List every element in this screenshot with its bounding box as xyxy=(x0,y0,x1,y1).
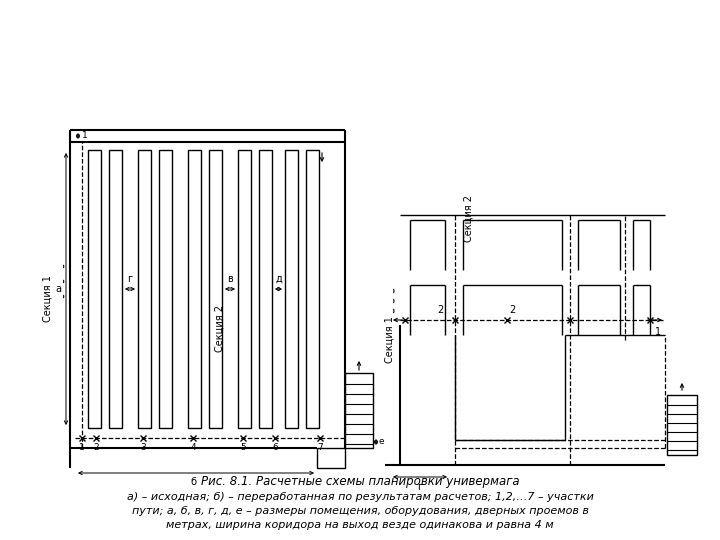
Text: а: а xyxy=(55,284,61,294)
Text: Рис. 8.1. Расчетные схемы планировки универмага: Рис. 8.1. Расчетные схемы планировки уни… xyxy=(201,476,519,489)
Bar xyxy=(285,150,298,428)
Text: г: г xyxy=(127,274,132,284)
Bar xyxy=(109,150,122,428)
Text: 2: 2 xyxy=(509,305,515,315)
Text: 1: 1 xyxy=(655,327,661,337)
Text: 3: 3 xyxy=(140,443,146,453)
Text: 6: 6 xyxy=(272,443,278,453)
Text: д: д xyxy=(275,274,282,284)
Text: Секция 2: Секция 2 xyxy=(215,306,225,353)
Bar xyxy=(317,448,345,468)
Bar xyxy=(188,150,201,428)
Text: 1: 1 xyxy=(82,132,88,140)
Bar xyxy=(159,150,172,428)
Text: 2: 2 xyxy=(93,443,99,453)
Text: в: в xyxy=(227,274,233,284)
Text: 4: 4 xyxy=(190,443,196,453)
Bar xyxy=(238,150,251,428)
Bar xyxy=(306,150,319,428)
Text: а) – исходная; б) – переработанная по результатам расчетов; 1,2,…7 – участки: а) – исходная; б) – переработанная по ре… xyxy=(127,492,593,502)
Text: 7: 7 xyxy=(317,443,323,453)
Bar xyxy=(259,150,272,428)
Bar xyxy=(88,150,101,428)
Bar xyxy=(138,150,151,428)
Text: г: г xyxy=(418,482,423,492)
Text: пути; а, б, в, г, д, е – размеры помещения, оборудования, дверных проемов в: пути; а, б, в, г, д, е – размеры помещен… xyxy=(132,506,588,516)
Bar xyxy=(209,150,222,428)
Text: Секция 2: Секция 2 xyxy=(464,194,474,241)
Text: метрах, ширина коридора на выход везде одинакова и равна 4 м: метрах, ширина коридора на выход везде о… xyxy=(166,520,554,530)
Text: е: е xyxy=(378,437,384,447)
Text: 5: 5 xyxy=(240,443,246,453)
Text: б: б xyxy=(190,477,196,487)
Bar xyxy=(667,395,697,455)
Text: 2: 2 xyxy=(437,305,443,315)
Text: Секция 1: Секция 1 xyxy=(43,275,53,322)
Text: 1: 1 xyxy=(79,443,85,453)
Bar xyxy=(345,373,373,448)
Text: Секция 1: Секция 1 xyxy=(385,316,395,363)
